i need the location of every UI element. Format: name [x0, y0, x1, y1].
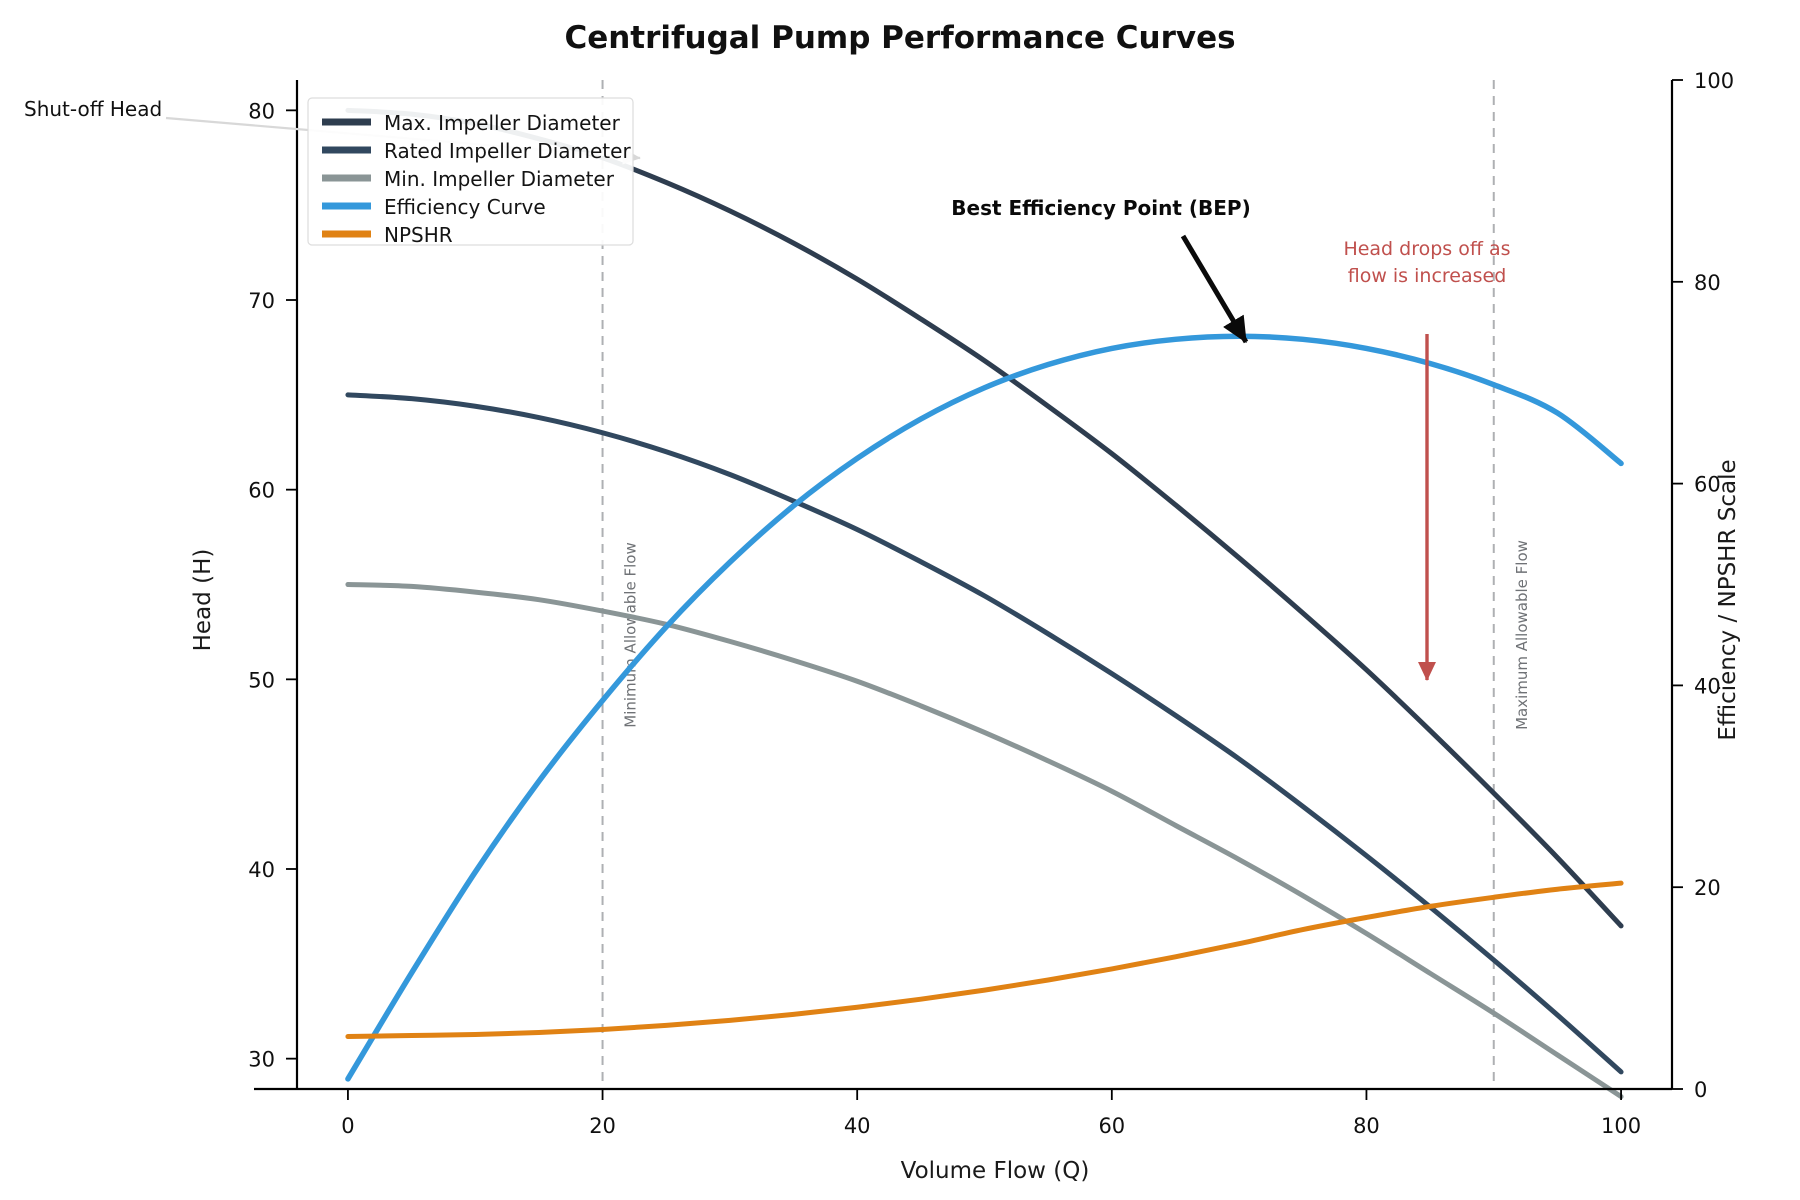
y2-tick-label-0: 0 [1694, 1078, 1707, 1102]
x-tick-label-40: 40 [844, 1114, 871, 1138]
annotation-text-shut-off-head: Shut-off Head [24, 97, 162, 121]
legend-background [307, 97, 634, 246]
chart-legend[interactable]: Max. Impeller Diameter Rated Impeller Dia… [307, 97, 634, 247]
y-tick-label-50: 50 [248, 668, 275, 692]
limit-lines-group: Minimum Allowable Flow Maximum Allowable … [601, 80, 1531, 1089]
y-tick-label-40: 40 [248, 858, 275, 882]
legend-label-1[interactable]: Rated Impeller Diameter [384, 139, 631, 163]
annotation-text-best-efficiency-point: Best Efficiency Point (BEP) [951, 196, 1250, 220]
vline-label-minimum-allowable-flow: Minimum Allowable Flow [622, 542, 640, 727]
annotations-group: Shut-off Head Best Efficiency Point (BEP)… [24, 97, 1511, 681]
y2-axis-label: Efficiency / NPSHR Scale [1715, 459, 1741, 740]
x-tick-label-100: 100 [1601, 1114, 1641, 1138]
x-tick-label-80: 80 [1353, 1114, 1380, 1138]
annotation-text-head-drop-off: Head drops off as [1343, 238, 1510, 260]
series-npshr [345, 880, 1624, 1040]
y2-tick-label-20: 20 [1694, 876, 1721, 900]
y-axis-label: Head (H) [190, 549, 216, 652]
annotation-text2-head-drop-off: flow is increased [1348, 265, 1507, 287]
y-tick-label-30: 30 [248, 1048, 275, 1072]
y-tick-label-80: 80 [248, 99, 275, 123]
legend-label-4[interactable]: NPSHR [384, 223, 453, 247]
y2-tick-label-60: 60 [1694, 473, 1721, 497]
y2-tick-label-80: 80 [1694, 271, 1721, 295]
legend-label-2[interactable]: Min. Impeller Diameter [384, 167, 615, 191]
y2-tick-label-40: 40 [1694, 674, 1721, 698]
chart-title: Centrifugal Pump Performance Curves [564, 20, 1235, 56]
axes-group: 0 20 40 60 80 100 30 40 50 60 70 80 0 20 40 60 80 100 [248, 69, 1734, 1138]
x-axis-label: Volume Flow (Q) [901, 1158, 1090, 1184]
legend-label-3[interactable]: Efficiency Curve [384, 195, 546, 219]
series-efficiency-curve [345, 333, 1624, 1082]
x-tick-label-60: 60 [1098, 1114, 1125, 1138]
vline-label-maximum-allowable-flow: Maximum Allowable Flow [1513, 540, 1531, 730]
y-tick-label-70: 70 [248, 289, 275, 313]
series-min-impeller-diameter [345, 582, 1624, 1100]
y-tick-label-60: 60 [248, 479, 275, 503]
x-tick-label-20: 20 [589, 1114, 616, 1138]
annotation-arrow-best-efficiency-point [1180, 234, 1249, 344]
x-tick-label-0: 0 [341, 1114, 354, 1138]
y2-tick-label-100: 100 [1694, 69, 1734, 93]
legend-label-0[interactable]: Max. Impeller Diameter [384, 111, 621, 135]
